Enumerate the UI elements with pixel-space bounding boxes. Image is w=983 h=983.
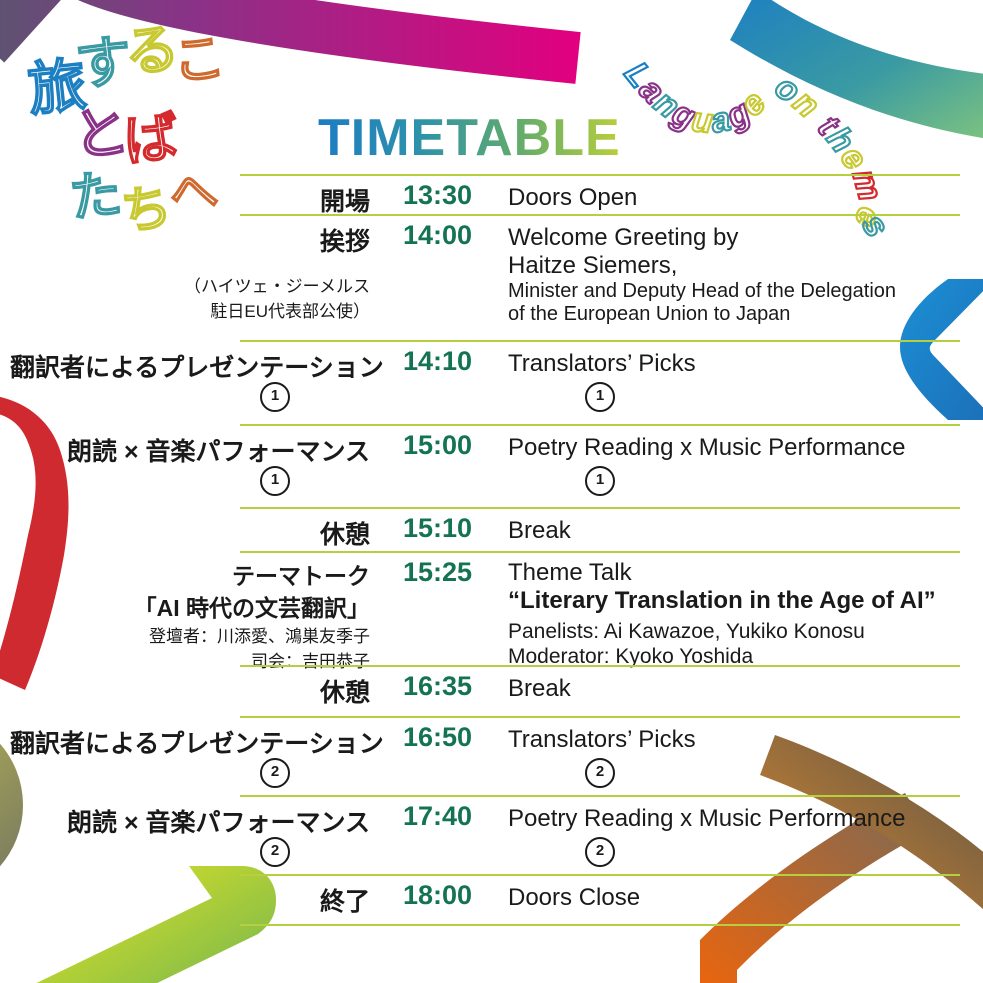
svg-text:ば: ば — [121, 107, 181, 172]
svg-text:こ: こ — [170, 29, 228, 92]
